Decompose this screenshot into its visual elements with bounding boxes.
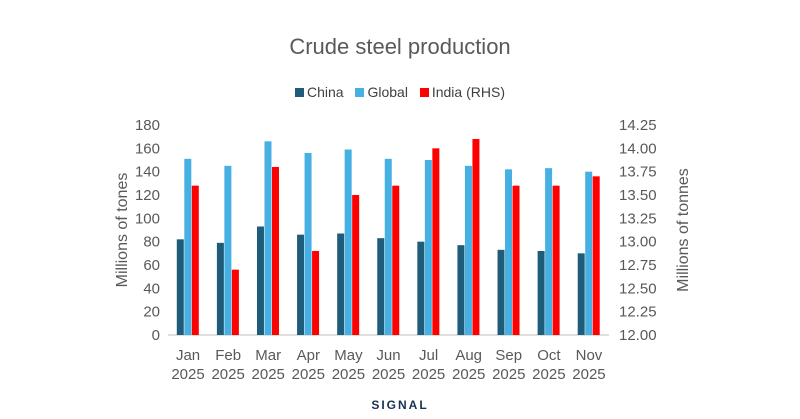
bar-india-rhs <box>191 185 199 335</box>
bar-india-rhs <box>592 176 600 335</box>
y-tick-label: 40 <box>143 280 160 297</box>
bar-global <box>224 165 232 335</box>
bar-china <box>216 242 224 335</box>
legend-swatch-india <box>419 88 429 97</box>
x-tick-label: Jan <box>176 347 200 364</box>
bar-china <box>377 238 385 335</box>
x-tick-label: Apr <box>297 347 320 364</box>
x-tick-label: Nov <box>576 347 603 364</box>
x-tick-label: 2025 <box>252 366 285 383</box>
y-tick-label: 180 <box>135 117 160 134</box>
x-tick-label: 2025 <box>492 366 525 383</box>
legend-swatch-china <box>295 88 304 97</box>
y2-tick-label: 12.75 <box>619 257 657 274</box>
x-tick-label: 2025 <box>572 366 605 383</box>
bar-india-rhs <box>312 251 320 335</box>
bar-global <box>384 158 392 335</box>
bar-india-rhs <box>512 185 520 335</box>
x-tick-label: 2025 <box>171 366 204 383</box>
brand-logo: SIGNAL <box>371 398 429 412</box>
x-tick-label: Feb <box>215 347 241 364</box>
x-tick-label: 2025 <box>452 366 485 383</box>
x-tick-label: Jun <box>376 347 400 364</box>
bar-global <box>505 169 513 335</box>
y-tick-label: 140 <box>135 164 160 181</box>
y2-tick-label: 13.00 <box>619 234 657 251</box>
y2-tick-label: 14.25 <box>619 117 657 134</box>
y-tick-label: 0 <box>152 327 160 344</box>
y2-tick-label: 12.50 <box>619 280 657 297</box>
x-tick-label: 2025 <box>372 366 405 383</box>
x-tick-label: 2025 <box>412 366 445 383</box>
legend-item-global: Global <box>355 84 408 100</box>
y2-tick-label: 13.50 <box>619 187 657 204</box>
bar-india-rhs <box>552 185 560 335</box>
bar-china <box>497 249 505 335</box>
y2-tick-label: 14.00 <box>619 140 657 157</box>
x-tick-label: Sep <box>495 347 522 364</box>
bar-china <box>176 239 184 335</box>
bar-global <box>344 149 352 335</box>
x-tick-label: 2025 <box>332 366 365 383</box>
legend-label-china: China <box>307 84 344 100</box>
x-tick-label: Mar <box>255 347 281 364</box>
bar-china <box>457 245 465 335</box>
y-tick-label: 160 <box>135 140 160 157</box>
y-tick-label: 80 <box>143 234 160 251</box>
y-axis-title: Millions of tones <box>114 173 131 288</box>
y2-tick-label: 13.75 <box>619 164 657 181</box>
y2-tick-label: 13.25 <box>619 210 657 227</box>
bar-global <box>184 158 192 335</box>
bar-china <box>537 251 545 335</box>
bar-global <box>585 171 593 335</box>
bar-india-rhs <box>352 195 360 335</box>
y-tick-label: 100 <box>135 210 160 227</box>
x-tick-label: 2025 <box>532 366 565 383</box>
legend-item-india: India (RHS) <box>419 84 505 100</box>
bar-india-rhs <box>472 139 480 335</box>
bar-global <box>264 141 272 335</box>
bar-china <box>577 253 585 335</box>
y-tick-label: 60 <box>143 257 160 274</box>
x-tick-label: May <box>334 347 363 364</box>
bar-india-rhs <box>432 148 440 335</box>
y-tick-label: 20 <box>143 304 160 321</box>
bar-global <box>424 160 432 335</box>
legend-label-india: India (RHS) <box>431 84 505 100</box>
bar-india-rhs <box>392 185 400 335</box>
bar-india-rhs <box>231 269 239 335</box>
bar-china <box>417 241 425 335</box>
x-tick-label: Aug <box>455 347 482 364</box>
legend-swatch-global <box>355 88 365 97</box>
legend: China Global India (RHS) <box>0 84 800 100</box>
y-tick-label: 120 <box>135 187 160 204</box>
bar-china <box>337 233 345 335</box>
x-tick-label: Jul <box>419 347 438 364</box>
bar-global <box>545 168 553 335</box>
y2-axis-title: Millions of tonnes <box>675 168 692 292</box>
bar-china <box>256 226 264 335</box>
bar-global <box>304 153 312 335</box>
y2-tick-label: 12.00 <box>619 327 657 344</box>
legend-item-china: China <box>295 84 344 100</box>
chart-title: Crude steel production <box>289 34 511 59</box>
bar-india-rhs <box>271 167 279 335</box>
y2-tick-label: 12.25 <box>619 304 657 321</box>
bar-global <box>464 165 472 335</box>
legend-label-global: Global <box>367 84 408 100</box>
x-tick-label: 2025 <box>292 366 325 383</box>
bar-china <box>297 234 305 335</box>
x-tick-label: Oct <box>537 347 561 364</box>
x-tick-label: 2025 <box>211 366 244 383</box>
